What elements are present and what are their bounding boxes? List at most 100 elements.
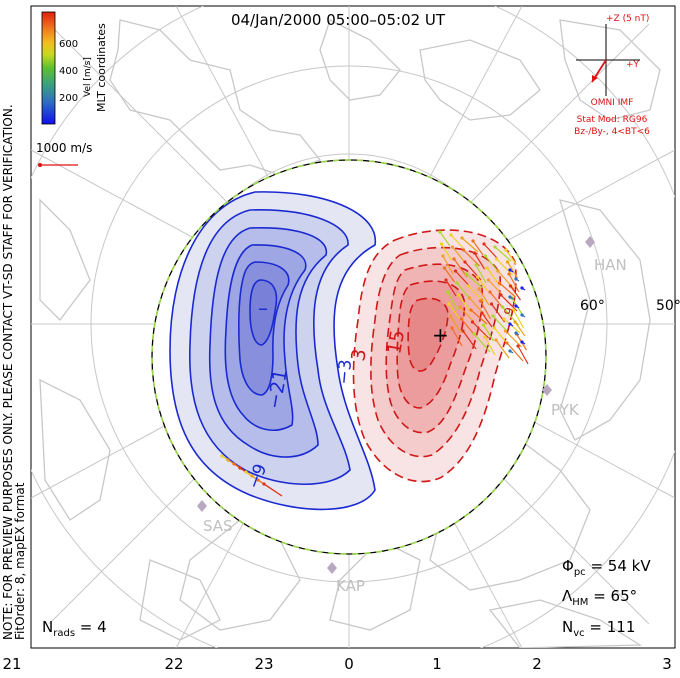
mlt-tick: 23 — [254, 655, 273, 673]
velocity-vector-origin — [481, 323, 486, 327]
velocity-vector-origin — [499, 293, 503, 297]
velocity-vector-origin — [478, 299, 483, 303]
velocity-vector — [473, 252, 486, 270]
velocity-vector — [479, 300, 492, 320]
colorbar-label: Vel [m/s] — [83, 57, 93, 97]
velocity-vector — [506, 261, 519, 279]
velocity-vector — [508, 273, 520, 293]
velocity-vector — [467, 285, 485, 303]
velocity-vector-origin — [497, 281, 502, 285]
velocity-vector-origin — [514, 331, 518, 335]
velocity-vector-origin — [514, 277, 518, 281]
velocity-vector-origin — [508, 295, 512, 299]
velocity-vector-origin — [262, 482, 266, 486]
velocity-vector-origin — [220, 454, 224, 458]
velocity-vector — [462, 330, 477, 350]
velocity-vector-origin — [500, 305, 505, 309]
reference-vector-dot — [38, 163, 42, 167]
preview-note: NOTE: FOR PREVIEW PURPOSES ONLY. PLEASE … — [1, 104, 15, 640]
velocity-vector-origin — [483, 335, 487, 339]
velocity-vector — [486, 267, 501, 287]
velocity-vector — [505, 330, 522, 348]
velocity-vector-origin — [442, 266, 447, 270]
velocity-vector — [459, 306, 474, 322]
contour-label-neg-3: −3 — [334, 359, 356, 386]
station-label-kap: KAP — [336, 577, 365, 595]
velocity-vector — [475, 264, 487, 284]
station-label-pyk: PYK — [551, 401, 580, 419]
velocity-vector-origin — [470, 320, 475, 324]
velocity-vector — [461, 318, 475, 336]
velocity-vector — [484, 336, 496, 356]
velocity-vector — [517, 345, 529, 365]
velocity-vector — [496, 258, 513, 276]
velocity-vector — [453, 258, 468, 278]
station-marker-pyk — [542, 384, 552, 396]
mlt-tick: 2 — [532, 655, 542, 673]
velocity-vector-origin — [238, 466, 242, 470]
velocity-vector — [472, 240, 484, 256]
colorbar-tick-600: 600 — [59, 39, 78, 50]
velocity-vector — [473, 333, 491, 353]
velocity-vector-origin — [511, 308, 516, 312]
mlt-axis: 21 22 23 0 1 2 3 — [2, 655, 671, 673]
velocity-vector-origin — [505, 260, 510, 264]
cross-polar-potential: Φpc = 54 kV — [562, 557, 651, 578]
contour-label-pos-9: 9 — [501, 306, 517, 317]
velocity-vector — [495, 339, 510, 359]
velocity-vector-origin — [460, 236, 464, 240]
velocity-vector — [463, 249, 480, 267]
velocity-vector-origin — [472, 251, 477, 255]
velocity-vector-origin — [475, 275, 480, 279]
latitude-label-50: 50° — [656, 298, 680, 314]
velocity-vector-origin — [471, 239, 475, 243]
imf-source: OMNI IMF — [591, 98, 634, 108]
potential-max-marker: + — [432, 323, 449, 347]
velocity-vector — [512, 309, 525, 329]
velocity-vector — [477, 276, 488, 292]
velocity-vector-origin — [472, 332, 476, 336]
velocity-vector-origin — [486, 278, 491, 282]
velocity-vector-origin — [507, 272, 511, 276]
velocity-vector-origin — [504, 248, 508, 252]
velocity-vector-origin — [448, 314, 453, 318]
velocity-vector-origin — [458, 305, 462, 309]
velocity-vector — [491, 303, 505, 323]
velocity-vector — [494, 327, 508, 345]
velocity-vector-origin — [491, 314, 495, 318]
velocity-vector-origin — [494, 338, 498, 342]
velocity-vector-origin — [513, 320, 517, 324]
coordinates-label: MLT coordinates — [95, 23, 108, 112]
velocity-vector-origin — [488, 290, 492, 294]
velocity-vector — [458, 294, 472, 314]
hm-latitude: ΛHM = 65° — [562, 587, 637, 608]
mlt-tick: 22 — [164, 655, 183, 673]
velocity-vector-origin — [250, 474, 254, 478]
velocity-vector-origin — [508, 349, 512, 353]
velocity-vector-origin — [514, 304, 518, 308]
negative-cell — [169, 191, 376, 511]
velocity-vector-origin — [232, 462, 236, 466]
velocity-vector-origin — [480, 311, 484, 315]
velocity-vector — [452, 246, 466, 264]
fitorder-note: FitOrder: 8, mapEX format — [13, 482, 27, 640]
station-markers — [197, 236, 595, 574]
velocity-vector-origin — [505, 341, 509, 345]
velocity-vector-origin — [474, 263, 478, 267]
imf-y-label: +Y — [626, 60, 640, 70]
velocity-vector-origin — [449, 233, 453, 237]
velocity-vector-origin — [508, 284, 513, 288]
velocity-vector-origin — [503, 329, 508, 333]
velocity-vector — [514, 321, 526, 337]
contour-label-pos-3: 3 — [347, 347, 371, 363]
velocity-vector-origin — [438, 230, 442, 234]
velocity-vector — [451, 327, 463, 347]
velocity-vector — [485, 255, 499, 273]
velocity-vector — [499, 282, 516, 298]
colorbar-tick-400: 400 — [59, 66, 78, 77]
velocity-vector-origin — [450, 326, 454, 330]
velocity-vector-origin — [493, 245, 497, 249]
velocity-vector-origin — [256, 478, 260, 482]
velocity-vector-origin — [244, 470, 248, 474]
